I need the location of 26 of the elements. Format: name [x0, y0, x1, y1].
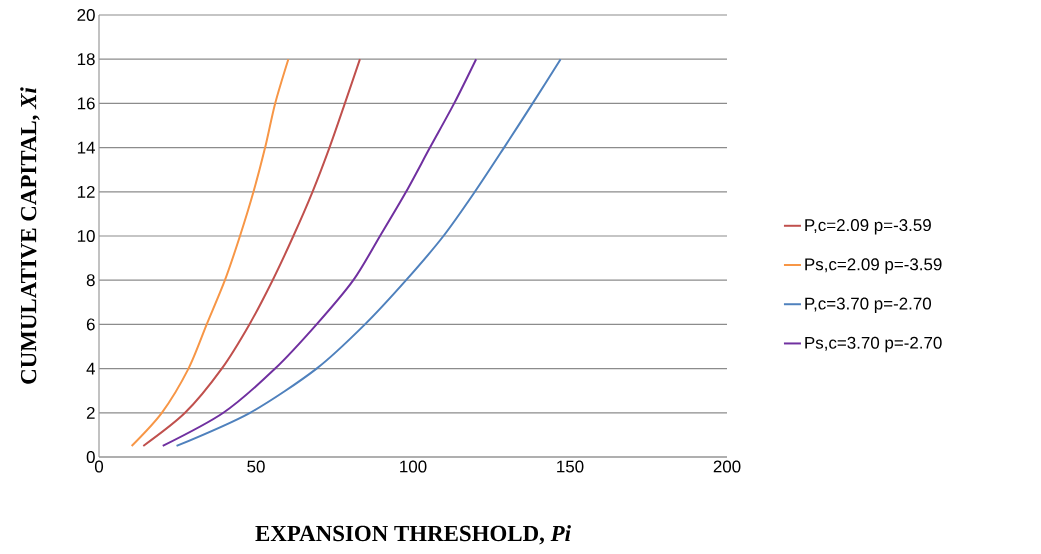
legend-label: P,c=3.70 p=-2.70	[805, 297, 932, 313]
y-tick-label: 12	[77, 185, 95, 198]
line-series	[161, 58, 478, 447]
y-tick-label: 6	[86, 318, 95, 331]
y-tick-label: 18	[77, 53, 95, 66]
y-tick-label: 8	[86, 274, 95, 287]
x-tick-label: 200	[713, 460, 741, 473]
line-series	[175, 58, 562, 447]
x-tick-label: 150	[557, 460, 584, 473]
x-tick-label: 0	[94, 460, 104, 473]
x-tick-label: 100	[400, 460, 427, 473]
legend-label: P,c=2.09 p=-3.59	[805, 219, 931, 235]
x-axis-title: EXPANSION THRESHOLD, Pi	[255, 525, 571, 545]
line-series	[130, 58, 290, 447]
x-tick-label: 50	[247, 460, 265, 473]
y-tick-label: 2	[86, 406, 95, 419]
legend-label: Ps,c=2.09 p=-3.59	[805, 258, 942, 274]
line-series	[142, 58, 361, 447]
y-axis-title: CUMULATIVE CAPITAL, Xi	[20, 87, 40, 384]
y-tick-label: 14	[77, 141, 95, 154]
y-tick-label: 20	[77, 9, 95, 21]
y-tick-label: 0	[86, 451, 95, 463]
y-tick-label: 16	[77, 97, 95, 110]
legend-label: Ps,c=3.70 p=-2.70	[805, 336, 942, 353]
y-tick-label: 10	[77, 230, 95, 242]
y-tick-label: 4	[86, 362, 95, 375]
